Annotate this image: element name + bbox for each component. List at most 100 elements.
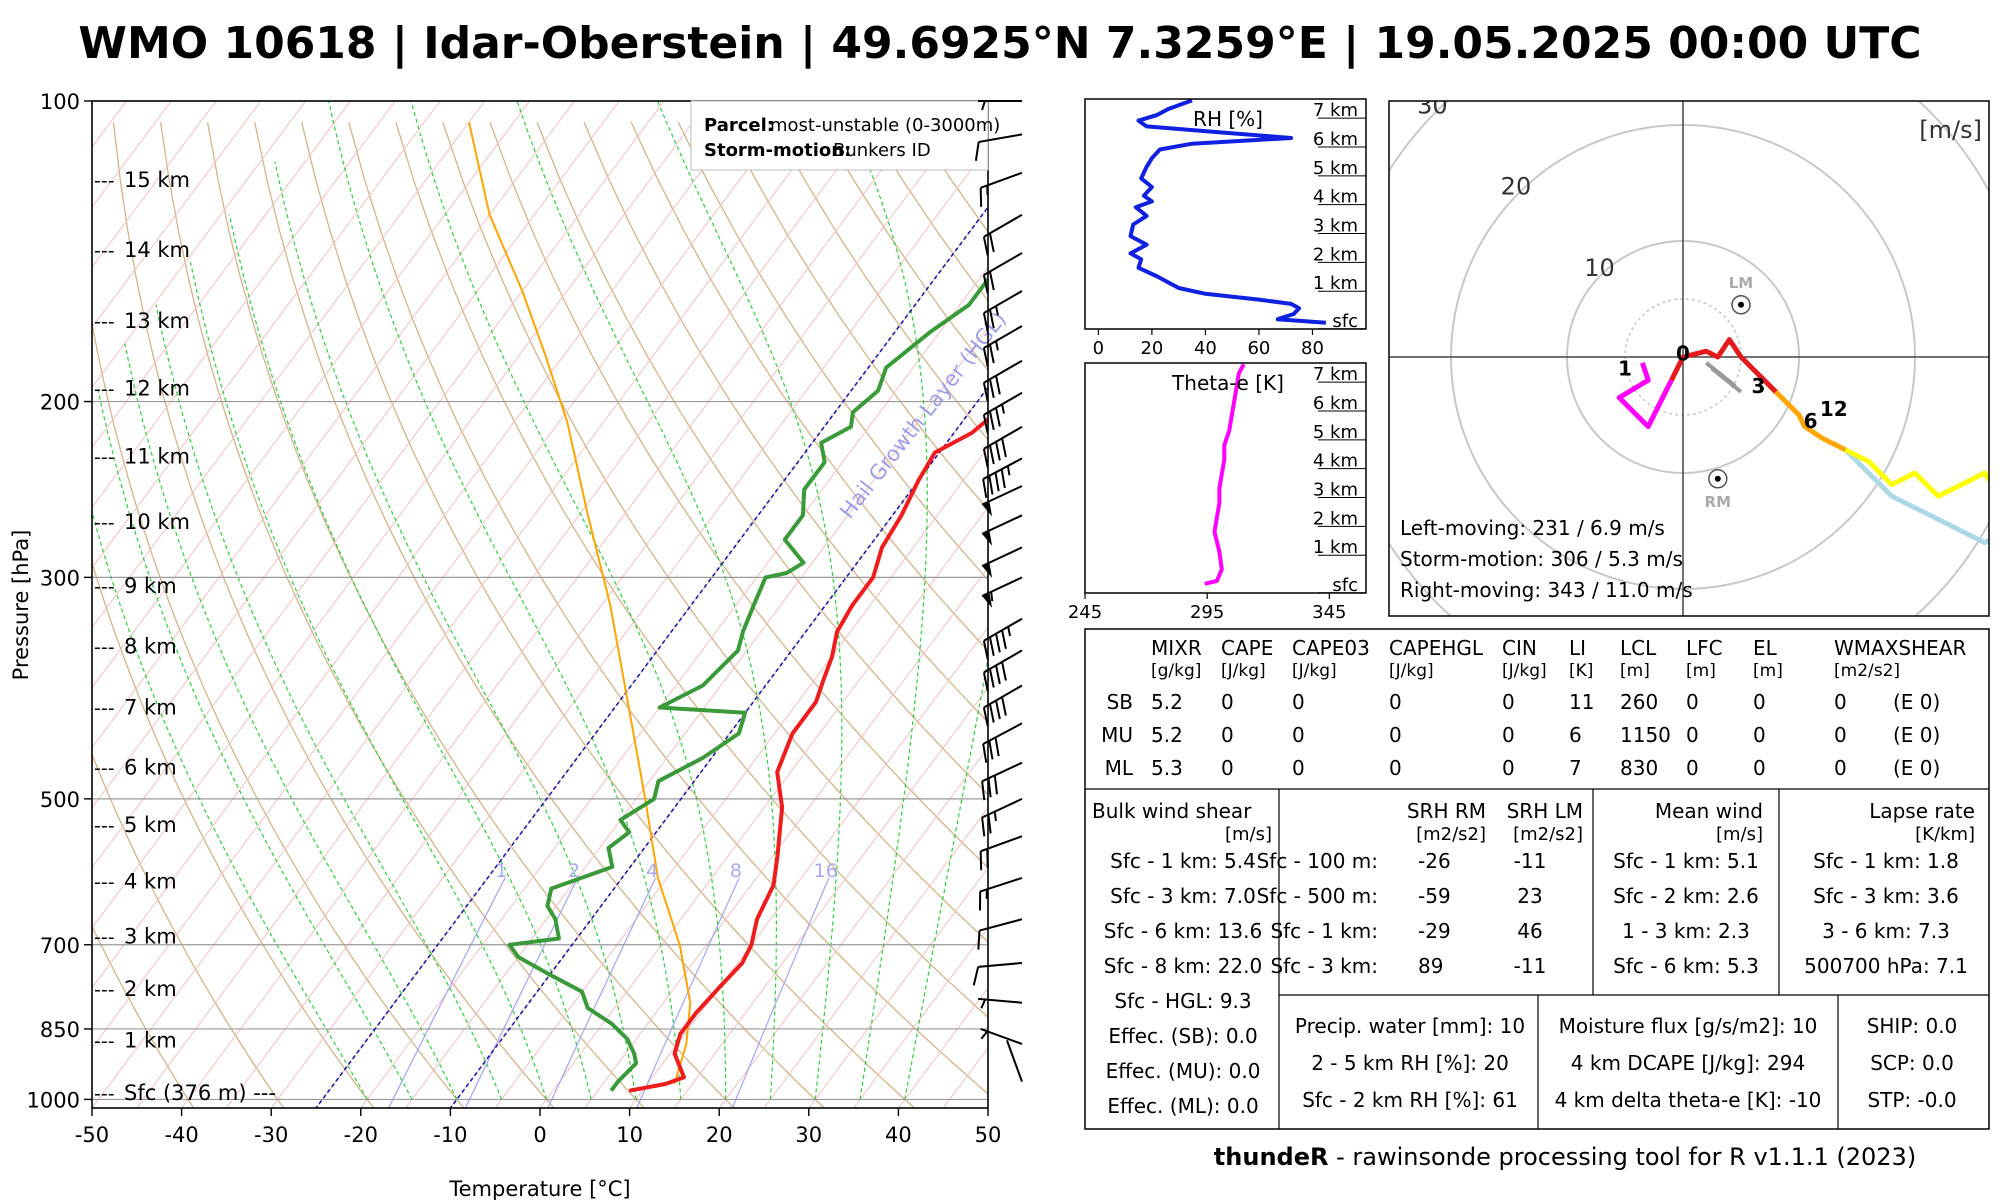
height-dash: --- [94, 240, 115, 262]
table-cell: 0 [1389, 756, 1402, 780]
height-dash: --- [94, 815, 115, 837]
footer-text: - rawinsonde processing tool for R v1.1.… [1328, 1143, 1917, 1171]
isotherm [315, 206, 988, 1108]
mixing-ratio-label: 8 [730, 860, 742, 882]
wind-barb [979, 876, 1023, 911]
meanwind-value: Sfc - 2 km: 2.6 [1613, 884, 1759, 908]
height-label: 2 km [1313, 508, 1358, 529]
table-cell: 0 [1686, 756, 1699, 780]
index-value: SHIP: 0.0 [1867, 1014, 1958, 1038]
srh-lm-value: -11 [1514, 954, 1547, 978]
isotherm [92, 101, 217, 269]
wind-barb [982, 359, 1023, 402]
srh-rm-value: 89 [1418, 954, 1443, 978]
wind-barbs [972, 100, 1023, 1083]
lapse-value: Sfc - 3 km: 3.6 [1813, 884, 1959, 908]
dry-adiabat [677, 121, 988, 581]
mixing-ratio-labels: 1 2 4 8 16 [495, 860, 838, 882]
table-header: EL [1753, 636, 1778, 660]
shear-value: Sfc - 8 km: 22.0 [1104, 954, 1262, 978]
height-dash: --- [94, 979, 115, 1001]
theta-e-profile-line [1204, 363, 1246, 586]
height-label: 3 km [1313, 216, 1358, 237]
wind-barb [982, 457, 1023, 498]
isotherm [92, 101, 800, 1049]
x-tick-label: 40 [885, 1123, 912, 1147]
table-unit: [K] [1569, 661, 1593, 681]
wind-barb [1006, 1040, 1023, 1083]
table-cell: 0 [1389, 723, 1402, 747]
moist-adiabat [228, 214, 592, 1100]
wind-barb [980, 1028, 1023, 1045]
table-cell: 0 [1221, 723, 1234, 747]
moist-adiabat [274, 161, 637, 1100]
height-label: 7 km [1313, 100, 1358, 121]
height-label: 6 km [124, 755, 177, 779]
wind-barb [981, 514, 1023, 546]
wind-barb [981, 797, 1023, 837]
hodograph-height-label: 1 [1618, 357, 1632, 381]
flux-value: 4 km delta theta-e [K]: -10 [1555, 1088, 1822, 1112]
height-label: 1 km [124, 1029, 177, 1053]
isotherm [404, 326, 988, 1108]
dry-adiabat [301, 122, 916, 1108]
dry-adiabat [92, 560, 375, 1108]
theta-e-title: Theta-e [K] [1171, 371, 1284, 395]
x-tick-label: 50 [975, 1123, 1002, 1147]
isotherms [0, 79, 988, 1121]
height-dash: --- [94, 1031, 115, 1053]
x-tick-label: -40 [164, 1123, 198, 1147]
height-label: 4 km [124, 870, 177, 894]
srh-rm-value: -26 [1418, 849, 1451, 873]
storm-motion-label: LM [1729, 274, 1754, 292]
hodograph-trace [1616, 362, 1674, 430]
x-tick-label: 0 [1093, 338, 1104, 359]
table-cell: 0 [1834, 723, 1847, 747]
wind-barb [982, 290, 1023, 332]
skewt-background [0, 79, 2000, 1121]
mixing-ratio-label: 1 [495, 860, 507, 882]
height-dash: --- [94, 170, 115, 192]
table-unit: [m] [1753, 661, 1783, 681]
isobars [92, 101, 988, 1101]
srh-lm-value: 23 [1517, 884, 1542, 908]
x-tick-label: -30 [254, 1123, 288, 1147]
x-tick-label: 0 [533, 1123, 546, 1147]
dry-adiabat [395, 122, 988, 1019]
x-tick-label: -50 [75, 1123, 109, 1147]
isotherm [584, 566, 988, 1108]
mixing-ratio-label: 16 [814, 860, 838, 882]
x-tick-label: -20 [344, 1123, 378, 1147]
dry-adiabat [1996, 122, 2000, 1120]
table-header: LFC [1686, 636, 1723, 660]
height-label: 14 km [124, 238, 190, 262]
y-tick-label: 500 [40, 788, 80, 812]
dry-adiabat [348, 122, 988, 1095]
height-dash: --- [94, 927, 115, 949]
lapse-value: Sfc - 1 km: 1.8 [1813, 849, 1959, 873]
lapse-value: 3 - 6 km: 7.3 [1822, 919, 1950, 943]
moist-adiabat [155, 304, 503, 1100]
hodograph-height-label: 9 [1995, 473, 2000, 497]
height-label: 9 km [124, 574, 177, 598]
table-cell: 0 [1292, 756, 1305, 780]
lapse-title: Lapse rate [1869, 799, 1975, 823]
height-label: 10 km [124, 510, 190, 534]
height-label: 5 km [1313, 158, 1358, 179]
x-axis-label: Temperature [°C] [448, 1177, 630, 1200]
x-tick-label: 20 [706, 1123, 733, 1147]
isotherm [270, 146, 988, 1108]
lapse-unit: [K/km] [1915, 824, 1975, 845]
height-label: 11 km [124, 444, 190, 468]
srh-row-label: Sfc - 3 km: [1270, 954, 1378, 978]
x-tick-label: 30 [795, 1123, 822, 1147]
height-label: Sfc (376 m) --- [124, 1081, 276, 1105]
isotherm [136, 101, 889, 1108]
isotherm [0, 79, 9, 1121]
isotherm [180, 101, 934, 1108]
table-unit: [m2/s2] [1834, 661, 1900, 681]
height-dash: --- [94, 697, 115, 719]
moist-adiabat [516, 101, 777, 1100]
flux-value: 4 km DCAPE [J/kg]: 294 [1571, 1051, 1805, 1075]
isotherm [718, 746, 988, 1108]
